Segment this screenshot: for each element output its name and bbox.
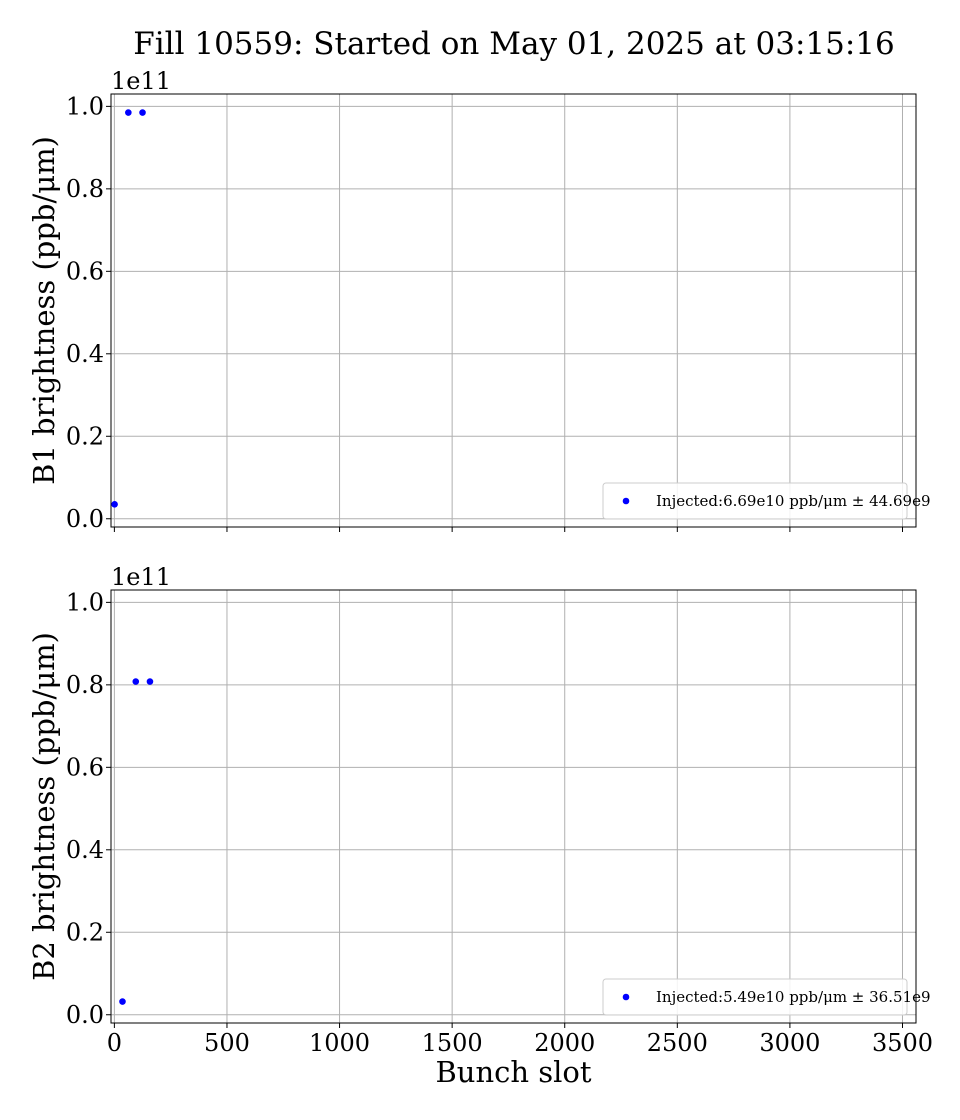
y-offset-label: 1e11 xyxy=(111,67,171,95)
y-axis-label: B2 brightness (ppb/μm) xyxy=(27,632,61,981)
x-tick-label: 0 xyxy=(107,1029,122,1057)
y-tick-label: 0.0 xyxy=(66,505,104,533)
legend: Injected:5.49e10 ppb/μm ± 36.51e9 xyxy=(602,978,931,1016)
plot-frame xyxy=(110,93,917,528)
x-tick-label: 1500 xyxy=(422,1029,483,1057)
y-tick-label: 0.2 xyxy=(66,422,104,450)
x-tick-label: 500 xyxy=(204,1029,250,1057)
y-tick-label: 1.0 xyxy=(66,92,104,120)
data-point xyxy=(132,678,140,685)
panel-b2: 0 500 1000 1500 2000 2500 3000 3500 0.0 0.2 0.4 0.6… xyxy=(27,563,933,1089)
y-tick-label: 0.8 xyxy=(66,671,104,699)
legend-label: Injected:6.69e10 ppb/μm ± 44.69e9 xyxy=(656,492,931,510)
legend-box xyxy=(602,978,908,1016)
x-tick-label: 2500 xyxy=(647,1029,708,1057)
y-tick-label: 0.4 xyxy=(66,836,104,864)
x-axis-label: Bunch slot xyxy=(435,1055,591,1089)
legend-marker xyxy=(622,993,630,1001)
y-tick-label: 0.4 xyxy=(66,340,104,368)
x-tick-label: 3500 xyxy=(872,1029,933,1057)
x-tick-label: 1000 xyxy=(309,1029,370,1057)
data-point xyxy=(139,109,146,116)
legend-box xyxy=(602,482,908,520)
y-tick-label: 0.8 xyxy=(66,175,104,203)
y-tick-label: 0.0 xyxy=(66,1001,104,1029)
data-point xyxy=(111,501,118,508)
y-axis-label: B1 brightness (ppb/μm) xyxy=(27,136,61,485)
plot-frame xyxy=(110,589,917,1024)
y-offset-label: 1e11 xyxy=(111,563,171,591)
y-tick-label: 0.2 xyxy=(66,918,104,946)
x-tick-label: 3000 xyxy=(759,1029,820,1057)
legend-marker xyxy=(622,497,630,505)
figure-title: Fill 10559: Started on May 01, 2025 at 0… xyxy=(133,26,895,62)
legend: Injected:6.69e10 ppb/μm ± 44.69e9 xyxy=(602,482,931,520)
data-point xyxy=(146,678,154,685)
y-tick-label: 0.6 xyxy=(66,753,104,781)
data-point xyxy=(125,109,132,116)
x-tick-label: 2000 xyxy=(534,1029,595,1057)
legend-label: Injected:5.49e10 ppb/μm ± 36.51e9 xyxy=(656,988,931,1006)
y-tick-label: 0.6 xyxy=(66,257,104,285)
data-point xyxy=(119,998,126,1005)
y-tick-label: 1.0 xyxy=(66,588,104,616)
